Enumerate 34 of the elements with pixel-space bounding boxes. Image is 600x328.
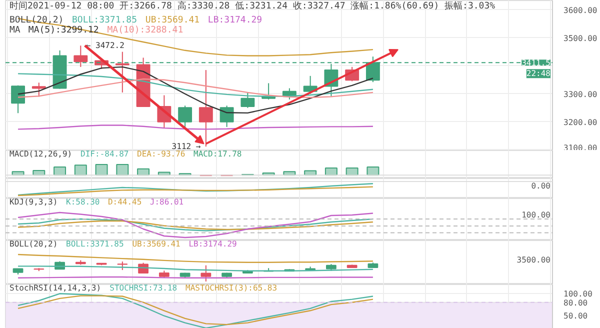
chart-title: StochRSI(14,14,3,3): [10, 284, 102, 292]
text: J:86.01: [150, 198, 184, 206]
text: DEA:-93.76: [137, 150, 186, 158]
text: MA(10):3288.41: [107, 26, 184, 36]
chart-title: KDJ(9,3,3): [10, 198, 58, 206]
y-tick-label: 80.00: [564, 298, 588, 308]
annotation: MA: [10, 26, 21, 36]
chart-title: BOLL(20,2): [10, 240, 58, 248]
text: LB:3174.29: [188, 240, 238, 248]
text: BOLL:3371.85: [66, 240, 124, 248]
y-tick-label: 3300.00: [564, 90, 598, 99]
y-tick-label: 3600.00: [564, 6, 598, 15]
y-tick-label: 3500.00: [564, 34, 598, 43]
text: MASTOCHRSI(3):65.83: [186, 284, 278, 292]
series-label: D:44.45: [108, 198, 142, 206]
series-label: STOCHRSI:73.18: [110, 284, 178, 292]
text: 22:48: [526, 69, 551, 78]
text: 3500.00: [516, 256, 551, 264]
series-label: UB:3569.41: [145, 16, 200, 26]
series-label: UB:3569.41: [132, 240, 181, 248]
annotation: 3112 →: [172, 142, 201, 152]
y-tick-label: 3200.00: [564, 118, 598, 127]
annotation: 100.00: [522, 210, 551, 220]
y-tick-label: 50.00: [564, 311, 588, 320]
annotation: 时间2021-09-12 08:00 开:3266.78 高:3330.28 低:3231.24 收:3327.47 涨幅:1.86%(60.69) 振幅:3.03%: [10, 0, 496, 12]
text: LB:3174.29: [208, 16, 262, 26]
y-tick-label: 100.00: [564, 290, 593, 299]
text: DIF:-84.87: [80, 150, 129, 158]
series-label: MACD:17.78: [194, 150, 242, 158]
text: BOLL:3371.85: [72, 16, 138, 26]
ref-line-label: 3411.5: [522, 58, 551, 68]
text: 0.00: [531, 182, 551, 190]
series-label: K:58.30: [66, 198, 100, 206]
chart-title: MACD(12,26,9): [10, 150, 72, 158]
